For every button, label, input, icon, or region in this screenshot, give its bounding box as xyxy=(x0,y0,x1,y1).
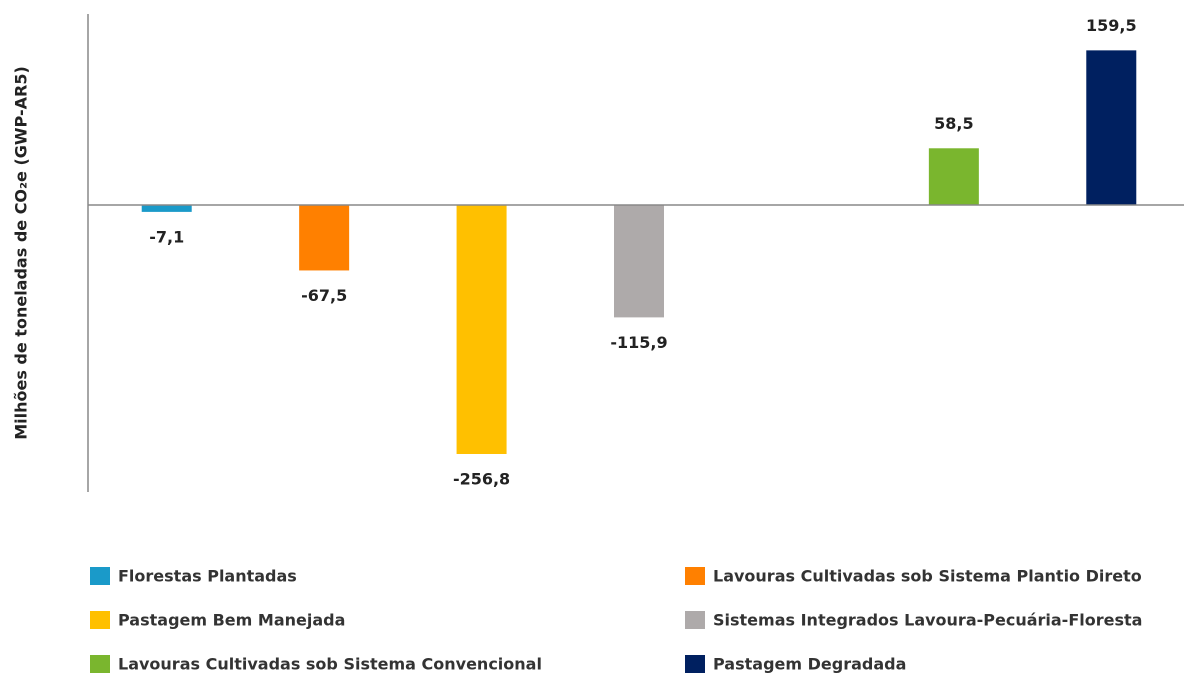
legend-label: Florestas Plantadas xyxy=(118,567,297,586)
bar xyxy=(1086,50,1137,206)
legend-label: Pastagem Degradada xyxy=(713,655,906,674)
legend-swatch xyxy=(90,567,110,585)
value-label: 58,5 xyxy=(934,114,973,133)
bar xyxy=(299,205,350,271)
value-label: -67,5 xyxy=(301,286,347,305)
legend-swatch xyxy=(90,611,110,629)
legend-swatch xyxy=(685,655,705,673)
legend-label: Lavouras Cultivadas sob Sistema Convenci… xyxy=(118,655,542,674)
legend-swatch xyxy=(685,611,705,629)
bar xyxy=(614,205,664,318)
legend-label: Pastagem Bem Manejada xyxy=(118,611,345,630)
value-label: -256,8 xyxy=(453,469,510,488)
bar xyxy=(141,205,192,212)
bar xyxy=(928,148,979,206)
value-label: -7,1 xyxy=(149,227,184,246)
legend-label: Lavouras Cultivadas sob Sistema Plantio … xyxy=(713,567,1142,586)
bar xyxy=(456,205,507,454)
value-label: 159,5 xyxy=(1086,16,1137,35)
legend-swatch xyxy=(90,655,110,673)
value-label: -115,9 xyxy=(610,333,667,352)
y-axis-label: Milhões de toneladas de CO₂e (GWP-AR5) xyxy=(12,66,31,440)
legend-swatch xyxy=(685,567,705,585)
legend-label: Sistemas Integrados Lavoura-Pecuária-Flo… xyxy=(713,611,1142,630)
